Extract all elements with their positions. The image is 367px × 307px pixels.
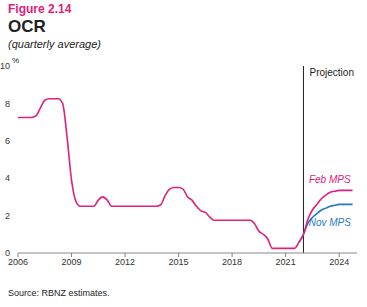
svg-text:2012: 2012 xyxy=(115,257,135,267)
html-text:Source: RBNZ estimates.: Source: RBNZ estimates. xyxy=(8,288,110,298)
svg-text:2015: 2015 xyxy=(169,257,189,267)
html-text:Figure 2.14: Figure 2.14 xyxy=(8,2,72,16)
svg-text:2021: 2021 xyxy=(276,257,296,267)
svg-text:2024: 2024 xyxy=(329,257,349,267)
svg-text:Feb MPS: Feb MPS xyxy=(309,174,351,185)
svg-text:10: 10 xyxy=(8,61,10,71)
html-text:(quarterly average): (quarterly average) xyxy=(8,38,101,50)
html-text:OCR: OCR xyxy=(8,17,46,36)
svg-text:8: 8 xyxy=(8,99,10,109)
svg-text:Projection: Projection xyxy=(309,67,353,78)
svg-text:0: 0 xyxy=(8,248,10,258)
svg-text:Nov MPS: Nov MPS xyxy=(309,217,352,228)
svg-text:2009: 2009 xyxy=(62,257,82,267)
svg-text:2: 2 xyxy=(8,211,10,221)
svg-text:6: 6 xyxy=(8,136,10,146)
svg-text:2018: 2018 xyxy=(222,257,242,267)
svg-text:4: 4 xyxy=(8,173,10,183)
svg-text:2006: 2006 xyxy=(8,257,28,267)
